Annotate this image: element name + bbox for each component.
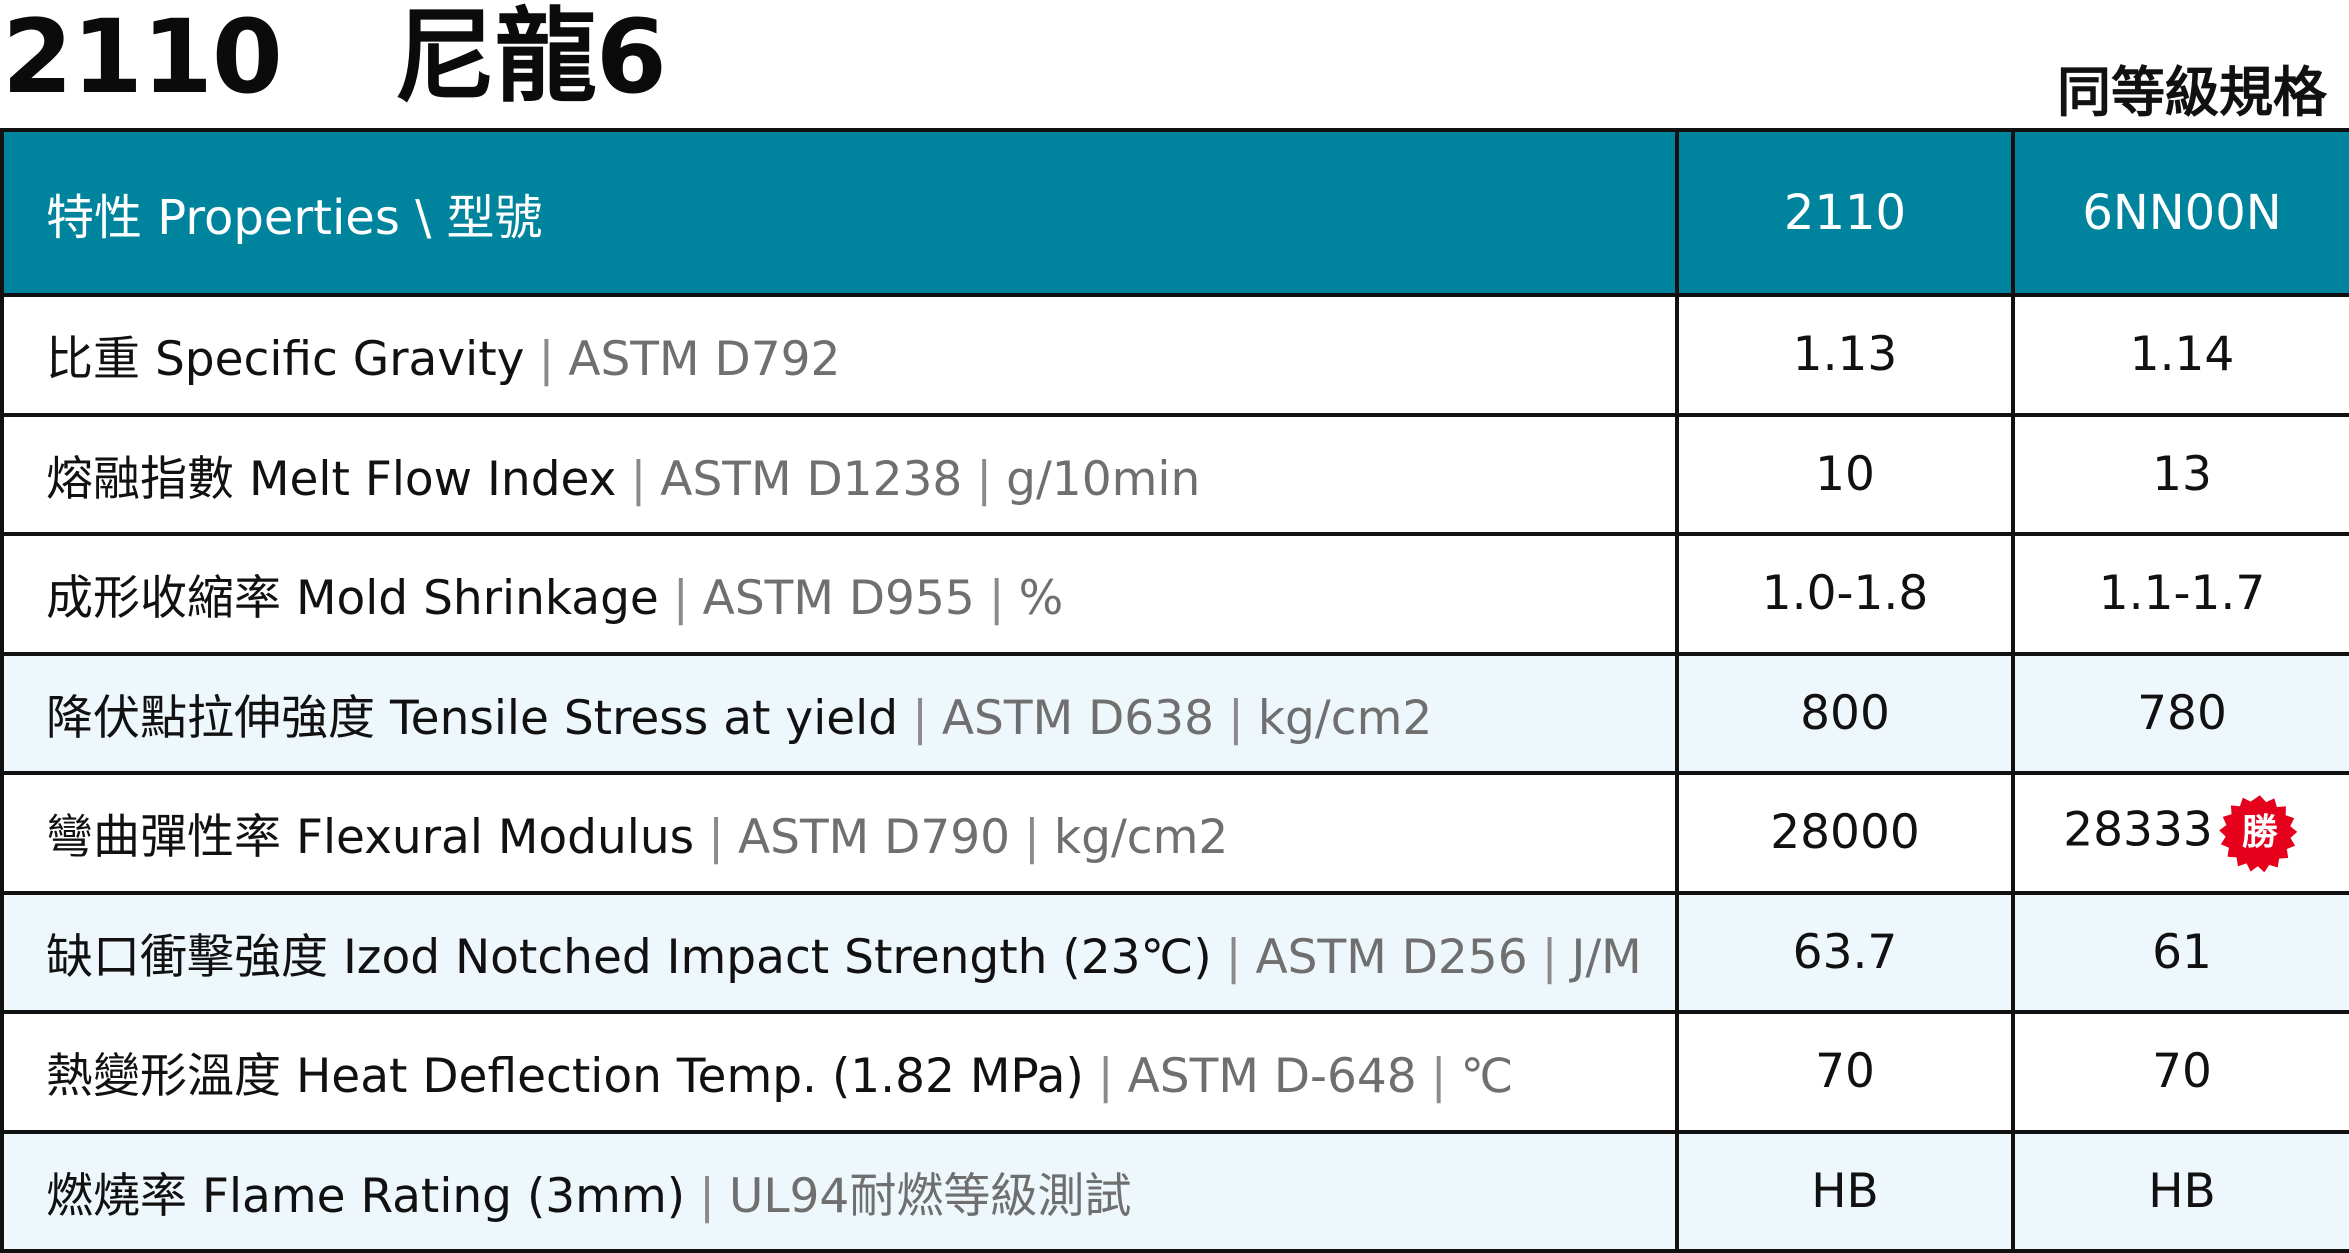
value-2110: 63.7 <box>1675 890 2015 1014</box>
unit: J/M <box>1571 929 1642 985</box>
unit: kg/cm2 <box>1053 810 1229 866</box>
test-method: ASTM D638 <box>941 690 1214 746</box>
test-method: ASTM D955 <box>702 571 975 627</box>
column-header-model-2110: 2110 <box>1675 128 2015 297</box>
page-title: 2110 尼龍6 <box>2 0 667 117</box>
property-name: 熔融指數 Melt Flow Index <box>46 451 617 507</box>
property-cell: 燃燒率 Flame Rating (3mm) | UL94耐燃等級測試 <box>0 1129 1679 1253</box>
property-cell: 降伏點拉伸強度 Tensile Stress at yield | ASTM D63… <box>0 651 1679 775</box>
value-6nn00n: 1.1-1.7 <box>2011 532 2349 656</box>
separator: | <box>1430 1049 1447 1105</box>
separator: | <box>672 571 689 627</box>
value-6nn00n: 61 <box>2011 890 2349 1014</box>
property-cell: 比重 Specific Gravity | ASTM D792 <box>0 293 1679 417</box>
column-header-properties: 特性 Properties \ 型號 <box>0 128 1679 297</box>
value-2110: 10 <box>1675 412 2015 536</box>
table-row: 燃燒率 Flame Rating (3mm) | UL94耐燃等級測試 HB HB <box>0 1129 2349 1253</box>
test-method: ASTM D792 <box>568 332 841 388</box>
table-row: 熱變形溫度 Heat Deflection Temp. (1.82 MPa) | A… <box>0 1010 2349 1134</box>
separator: | <box>538 332 555 388</box>
value-6nn00n: 70 <box>2011 1010 2349 1134</box>
test-method: ASTM D256 <box>1255 929 1528 985</box>
separator: | <box>988 571 1005 627</box>
value-2110: 1.13 <box>1675 293 2015 417</box>
table-row: 比重 Specific Gravity | ASTM D792 1.13 1.14 <box>0 293 2349 417</box>
value-6nn00n: 28333 勝 <box>2011 771 2349 895</box>
table-row: 熔融指數 Melt Flow Index | ASTM D1238 | g/10min … <box>0 412 2349 536</box>
test-method: ASTM D1238 <box>660 451 963 507</box>
separator: | <box>912 690 928 746</box>
value-6nn00n: 1.14 <box>2011 293 2349 417</box>
value-6nn00n: 13 <box>2011 412 2349 536</box>
unit: ℃ <box>1460 1049 1514 1105</box>
material-name: 尼龍6 <box>393 0 667 117</box>
table-header-row: 特性 Properties \ 型號 2110 6NN00N <box>0 128 2349 297</box>
separator: | <box>976 451 993 507</box>
separator: | <box>699 1168 715 1224</box>
separator: | <box>1228 690 1244 746</box>
value-text: 28333 <box>2063 802 2213 858</box>
value-2110: 800 <box>1675 651 2015 775</box>
value-2110: 28000 <box>1675 771 2015 895</box>
separator: | <box>630 451 647 507</box>
property-name: 降伏點拉伸強度 Tensile Stress at yield <box>46 690 899 746</box>
value-2110: 1.0-1.8 <box>1675 532 2015 656</box>
column-header-model-6nn00n: 6NN00N <box>2011 128 2349 297</box>
equivalent-spec-label: 同等級規格 <box>2057 61 2327 124</box>
model-code: 2110 <box>2 0 283 117</box>
table-row: 成形收縮率 Mold Shrinkage | ASTM D955 |% 1.0-1.8… <box>0 532 2349 656</box>
test-method: ASTM D790 <box>737 810 1011 866</box>
value-6nn00n: 780 <box>2011 651 2349 775</box>
separator: | <box>1024 810 1040 866</box>
separator: | <box>708 810 724 866</box>
property-name: 彎曲彈性率 Flexural Modulus <box>46 810 695 866</box>
property-cell: 熱變形溫度 Heat Deflection Temp. (1.82 MPa) | A… <box>0 1010 1679 1134</box>
property-name: 比重 Specific Gravity <box>46 332 525 388</box>
property-name: 缺口衝擊強度 Izod Notched Impact Strength (23℃… <box>46 929 1212 985</box>
starburst-shape <box>2218 791 2301 874</box>
property-name: 燃燒率 Flame Rating (3mm) <box>46 1168 686 1224</box>
property-name: 熱變形溫度 Heat Deflection Temp. (1.82 MPa) <box>46 1049 1084 1105</box>
starburst-polygon <box>2218 791 2301 874</box>
table-row: 彎曲彈性率 Flexural Modulus | ASTM D790 | kg/cm2 … <box>0 771 2349 895</box>
table-row: 降伏點拉伸強度 Tensile Stress at yield | ASTM D63… <box>0 651 2349 775</box>
win-badge-icon: 勝 <box>2218 791 2301 874</box>
separator: | <box>1225 929 1242 985</box>
property-cell: 缺口衝擊強度 Izod Notched Impact Strength (23℃… <box>0 890 1679 1014</box>
property-cell: 熔融指數 Melt Flow Index | ASTM D1238 | g/10min <box>0 412 1679 536</box>
unit: g/10min <box>1006 451 1201 507</box>
table-row: 缺口衝擊強度 Izod Notched Impact Strength (23℃… <box>0 890 2349 1014</box>
property-cell: 彎曲彈性率 Flexural Modulus | ASTM D790 | kg/cm2 <box>0 771 1679 895</box>
win-badge-label: 勝 <box>2241 811 2278 853</box>
separator: | <box>1541 929 1558 985</box>
separator: | <box>1097 1049 1114 1105</box>
unit: kg/cm2 <box>1257 690 1433 746</box>
test-method: ASTM D-648 <box>1127 1049 1417 1105</box>
property-name: 成形收縮率 Mold Shrinkage <box>46 571 659 627</box>
spec-table: 特性 Properties \ 型號 2110 6NN00N 比重 Specif… <box>0 128 2349 1253</box>
property-cell: 成形收縮率 Mold Shrinkage | ASTM D955 |% <box>0 532 1679 656</box>
unit: % <box>1018 571 1064 627</box>
test-method: UL94耐燃等級測試 <box>728 1168 1132 1224</box>
value-6nn00n: HB <box>2011 1129 2349 1253</box>
value-2110: 70 <box>1675 1010 2015 1134</box>
value-2110: HB <box>1675 1129 2015 1253</box>
